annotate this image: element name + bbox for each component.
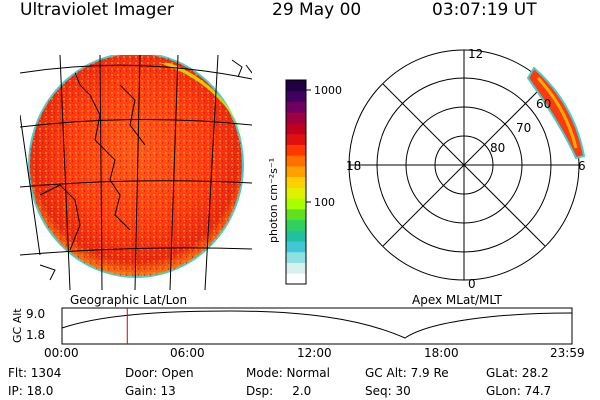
colorbar-swatch [286,165,306,178]
colorbar-panel: 1000 100 photon cm⁻²s⁻¹ [258,78,348,288]
lat-lon-grid [19,54,253,291]
gc-altitude: GC Alt: 7.9 Re [365,366,449,380]
instrument-name: Ultraviolet Imager [20,0,174,20]
observation-date: 29 May 00 [272,0,362,20]
coastline-outline [39,54,146,251]
colorbar: 1000 100 photon cm⁻²s⁻¹ [267,79,342,285]
colorbar-swatch [286,251,306,264]
observation-time: 03:07:19 UT [432,0,537,20]
colorbar-tick-100: 100 [314,196,335,209]
colorbar-swatch [286,262,306,274]
mlat-label-80: 80 [490,141,505,155]
mlt-label-18: 18 [346,159,361,173]
altitude-curve [61,310,573,339]
auroral-emission-region [526,66,586,160]
colorbar-swatch [286,155,306,167]
image-title-bar: Ultraviolet Imager 29 May 00 03:07:19 UT [0,0,600,24]
gain-value: Gain: 13 [125,384,176,398]
colorbar-swatch [286,133,306,145]
colorbar-swatch [286,80,306,92]
altitude-plot: GC Alt 9.0 1.8 [11,307,573,345]
door-state: Door: Open [125,366,194,380]
time-tick-2359: 23:59 [550,346,585,360]
altitude-tick-top: 9.0 [26,307,45,321]
mlat-label-60: 60 [536,97,551,111]
time-tick-1200: 12:00 [297,346,332,360]
geographic-image-panel [19,52,253,291]
mlt-label-0: 0 [468,277,476,290]
geographic-longitude: GLon: 74.7 [486,384,552,398]
time-tick-1800: 18:00 [424,346,459,360]
dsp-value: Dsp: 2.0 [246,384,312,398]
mlat-label-70: 70 [516,121,531,135]
colorbar-swatch [286,144,306,156]
colorbar-swatch [286,101,306,113]
apex-label: Apex MLat/MLT [412,293,502,307]
status-readout: Flt: 1304 Door: Open Mode: Normal GC Alt… [0,362,600,400]
geographic-map [19,52,253,291]
mlt-label-6: 6 [578,159,586,173]
colorbar-swatch [286,241,306,253]
colorbar-swatch [286,273,306,285]
geographic-latitude: GLat: 28.2 [486,366,549,380]
colorbar-swatch [286,208,306,221]
colorbar-swatch [286,112,306,124]
colorbar-swatch [286,230,306,242]
geographic-label: Geographic Lat/Lon [70,293,188,307]
time-tick-0600: 06:00 [170,346,205,360]
flight-number: Flt: 1304 [8,366,62,380]
colorbar-swatch [286,176,306,188]
colorbar-swatch [286,219,306,231]
colorbar-swatch [286,90,306,102]
orbit-altitude-panel: Geographic Lat/Lon Apex MLat/MLT GC Alt … [0,293,600,363]
colorbar-swatch [286,187,306,199]
mode-state: Mode: Normal [246,366,330,380]
ip-value: IP: 18.0 [8,384,54,398]
altitude-axis-label: GC Alt [11,308,24,343]
colorbar-unit-label: photon cm⁻²s⁻¹ [267,158,280,243]
colorbar-swatch [286,122,306,135]
colorbar-swatch [286,198,306,210]
altitude-tick-bottom: 1.8 [26,328,45,342]
sequence-value: Seq: 30 [365,384,411,398]
time-tick-0000: 00:00 [44,346,79,360]
polar-plot: 12 18 6 0 60 70 80 [346,47,586,291]
mlt-label-12: 12 [468,48,483,61]
polar-mlt-panel: 12 18 6 0 60 70 80 [338,47,590,291]
colorbar-tick-1000: 1000 [314,84,342,97]
